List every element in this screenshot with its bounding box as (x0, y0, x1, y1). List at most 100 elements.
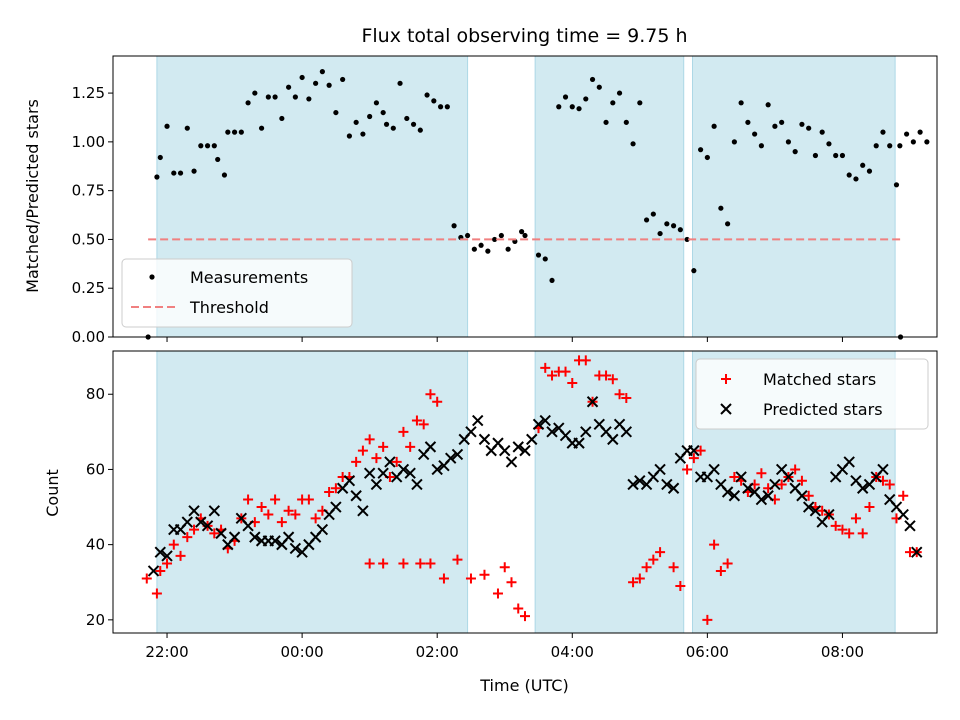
matched-star-point (601, 370, 612, 381)
predicted-star-point (856, 482, 869, 494)
matched-star-point (452, 554, 463, 565)
measurement-point (333, 109, 339, 116)
predicted-star-point (539, 414, 551, 427)
measurement-point (583, 96, 589, 102)
matched-star-point (432, 396, 443, 407)
predicted-star-point (181, 516, 194, 528)
legend-x-marker (720, 403, 732, 415)
measurement-point (444, 104, 450, 110)
matched-star-point (364, 558, 375, 569)
measurement-point (478, 242, 484, 248)
predicted-star-point (627, 478, 639, 491)
matched-star-point (628, 577, 639, 588)
matched-star-point (465, 573, 476, 584)
measurement-point (238, 129, 244, 135)
x-tick-label: 02:00 (416, 643, 459, 661)
y-tick-label: 0.50 (72, 230, 105, 248)
measurement-point (404, 115, 410, 122)
measurement-point (752, 131, 758, 137)
measurement-point (397, 80, 403, 86)
matched-star-point (303, 494, 314, 505)
predicted-star-point (546, 426, 558, 438)
matched-star-point (182, 532, 193, 543)
observing-window-0 (156, 350, 469, 634)
predicted-star-point (573, 437, 585, 449)
measurement-point (779, 119, 785, 125)
predicted-star-point (451, 448, 464, 461)
measurement-point (471, 246, 477, 252)
predicted-star-point (688, 444, 700, 457)
matched-star-point (151, 588, 162, 599)
measurement-point (637, 100, 643, 106)
measurement-point (812, 152, 819, 159)
predicted-star-point (249, 531, 261, 543)
matched-star-point (330, 483, 341, 494)
matched-star-point (324, 487, 335, 497)
measurement-point (505, 246, 511, 252)
x-tick-label: 06:00 (686, 643, 729, 661)
measurement-point (184, 125, 190, 131)
legend-label-measurements: Measurements (190, 268, 308, 287)
predicted-star-point (377, 467, 389, 479)
matched-star-point (580, 355, 591, 366)
measurement-point (157, 154, 163, 161)
measurement-point (731, 139, 737, 145)
matched-star-point (803, 490, 814, 501)
matched-star-point (276, 517, 287, 528)
matched-star-point (682, 464, 693, 475)
legend-plus-marker (721, 374, 731, 384)
measurement-point (272, 94, 278, 100)
measurement-point (252, 90, 258, 96)
matched-star-point (715, 565, 726, 576)
measurement-point (792, 149, 798, 155)
measurement-point (799, 121, 805, 127)
measurement-point (839, 152, 846, 159)
measurement-point (569, 104, 575, 110)
measurement-point (718, 205, 724, 211)
matched-star-point (378, 441, 389, 452)
predicted-star-point (721, 486, 734, 498)
plot-frame (112, 55, 938, 338)
measurement-point (664, 221, 670, 227)
matched-star-point (310, 513, 321, 524)
measurement-point (431, 98, 437, 104)
predicted-star-point (526, 433, 538, 446)
measurement-point (893, 182, 900, 188)
y-tick-label: 0.25 (72, 279, 105, 297)
measurement-point (360, 131, 366, 137)
measurement-point (772, 123, 778, 129)
measurement-point (519, 229, 525, 235)
predicted-star-point (519, 444, 531, 457)
matched-star-point (371, 453, 382, 464)
matched-star-point (884, 479, 895, 490)
measurement-point (670, 223, 677, 229)
matched-star-point (209, 528, 220, 539)
x-tick-label: 22:00 (145, 643, 188, 661)
matched-star-point (850, 513, 861, 524)
measurement-point (833, 152, 839, 159)
predicted-star-point (512, 441, 524, 453)
predicted-star-point (586, 396, 599, 408)
predicted-star-point (728, 490, 741, 502)
measurement-point (373, 100, 380, 106)
predicted-star-point (316, 523, 329, 536)
matched-star-point (668, 562, 679, 573)
measurement-point (897, 143, 903, 149)
legend-box (695, 358, 929, 430)
matched-star-point (189, 524, 200, 535)
y-tick-label: 1.00 (72, 133, 105, 151)
matched-star-point (796, 475, 807, 486)
bottom-y-axis-label: Count (43, 469, 62, 517)
predicted-star-point (411, 478, 423, 491)
top-panel: 0.00 0.25 0.50 0.75 1.00 1.25 Measurements Thre… (72, 55, 938, 346)
measurement-point (198, 143, 204, 149)
measurement-point (299, 74, 305, 81)
measurement-point (164, 123, 170, 129)
predicted-star-point (154, 546, 166, 558)
predicted-star-point (877, 463, 889, 476)
predicted-star-point (444, 452, 457, 464)
measurement-point (313, 80, 319, 86)
matched-star-point (263, 509, 274, 520)
measurement-point (785, 139, 792, 145)
measurement-point (630, 141, 636, 147)
